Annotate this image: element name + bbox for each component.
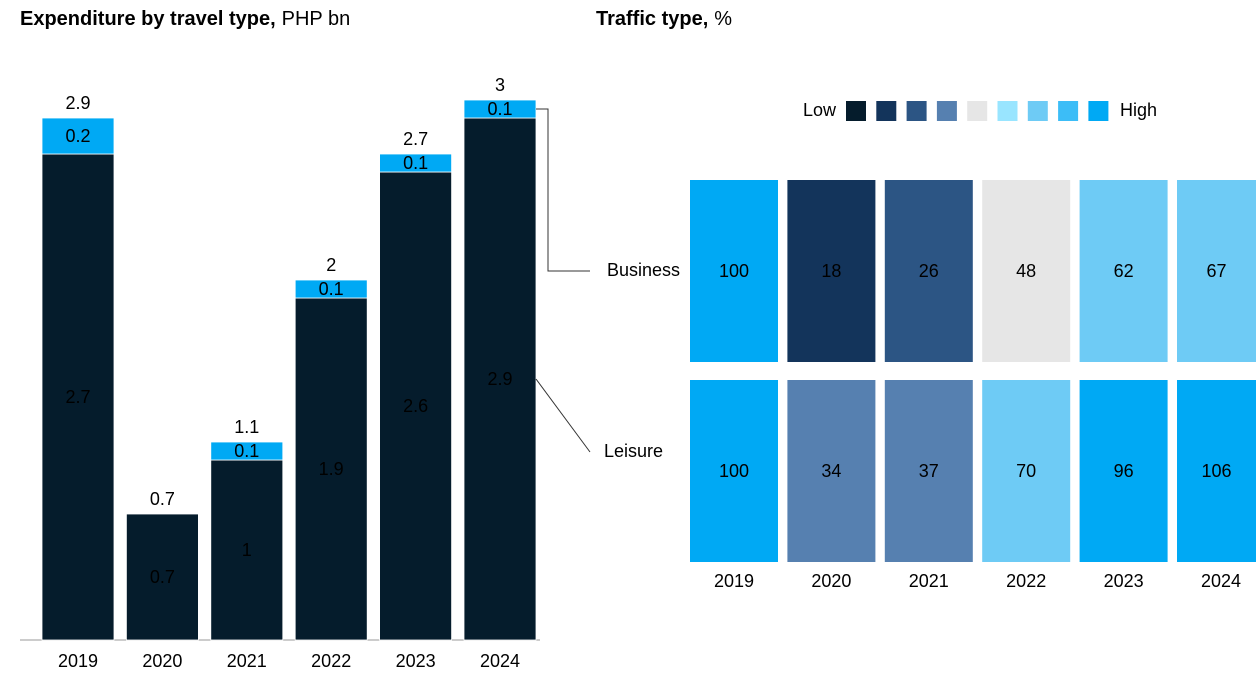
cell-label: 100 bbox=[719, 461, 749, 481]
heat-cell bbox=[982, 180, 1071, 362]
legend-swatch bbox=[846, 101, 866, 121]
heat-cell bbox=[690, 180, 778, 362]
bar-title: Expenditure by travel type, PHP bn bbox=[20, 8, 350, 30]
x-tick-label: 2023 bbox=[396, 651, 436, 671]
legend-swatch bbox=[1088, 101, 1109, 121]
cell-label: 70 bbox=[1016, 461, 1036, 481]
title-units: PHP bn bbox=[282, 8, 351, 30]
bar-segment bbox=[210, 459, 284, 641]
bar-segment bbox=[41, 153, 115, 641]
total-label: 2 bbox=[326, 255, 336, 275]
cell-label: 37 bbox=[919, 461, 939, 481]
cell-label: 48 bbox=[1016, 261, 1036, 281]
total-label: 0.7 bbox=[150, 489, 175, 509]
legend-swatch bbox=[967, 101, 988, 121]
title-units: % bbox=[714, 8, 732, 30]
data-label: 0.1 bbox=[319, 279, 344, 299]
heat-cell bbox=[1177, 180, 1256, 362]
cell-label: 18 bbox=[821, 261, 841, 281]
bar-segment bbox=[379, 153, 453, 173]
cell-label: 96 bbox=[1114, 461, 1134, 481]
x-tick-label: 2022 bbox=[311, 651, 351, 671]
data-label: 1.9 bbox=[319, 459, 344, 479]
heat-cell bbox=[690, 380, 778, 562]
x-tick-label: 2020 bbox=[142, 651, 182, 671]
bar-segment bbox=[294, 279, 368, 299]
cell-label: 100 bbox=[719, 261, 749, 281]
heat-cell bbox=[884, 380, 973, 562]
legend-swatch bbox=[936, 101, 957, 121]
x-tick-label: 2021 bbox=[909, 571, 949, 591]
legend-swatch bbox=[1058, 101, 1079, 121]
bar-segment bbox=[379, 171, 453, 641]
heat-cell bbox=[1079, 380, 1168, 562]
x-tick-label: 2019 bbox=[58, 651, 98, 671]
total-label: 2.7 bbox=[403, 129, 428, 149]
cell-label: 62 bbox=[1114, 261, 1134, 281]
data-label: 0.1 bbox=[487, 99, 512, 119]
heatmap-title: Traffic type,% bbox=[596, 8, 732, 30]
data-label: 0.1 bbox=[403, 153, 428, 173]
bar-segment bbox=[126, 513, 199, 641]
series-label: Business bbox=[607, 260, 680, 280]
legend-swatch bbox=[906, 101, 927, 121]
connector bbox=[535, 378, 591, 453]
data-label: 2.9 bbox=[487, 369, 512, 389]
connector bbox=[536, 108, 590, 272]
total-label: 2.9 bbox=[65, 93, 90, 113]
x-tick-label: 2024 bbox=[480, 651, 520, 671]
cell-label: 34 bbox=[821, 461, 841, 481]
bar-segment bbox=[463, 117, 537, 641]
data-label: 1 bbox=[242, 540, 252, 560]
legend-swatch bbox=[1027, 101, 1048, 121]
title-main: Expenditure by travel type, bbox=[20, 8, 276, 30]
heat-cell bbox=[982, 380, 1071, 562]
legend-swatch bbox=[876, 101, 897, 121]
heat-cell bbox=[1079, 180, 1168, 362]
bar-segment bbox=[294, 297, 368, 641]
legend-high: High bbox=[1120, 100, 1157, 120]
title-main: Traffic type, bbox=[596, 8, 708, 30]
cell-label: 26 bbox=[919, 261, 939, 281]
data-label: 0.7 bbox=[150, 567, 175, 587]
cell-label: 106 bbox=[1201, 461, 1231, 481]
x-tick-label: 2019 bbox=[714, 571, 754, 591]
x-tick-label: 2024 bbox=[1201, 571, 1241, 591]
total-label: 1.1 bbox=[234, 417, 259, 437]
heat-cell bbox=[884, 180, 973, 362]
data-label: 2.7 bbox=[65, 387, 90, 407]
heat-cell bbox=[787, 380, 876, 562]
total-label: 3 bbox=[495, 75, 505, 95]
legend-swatch bbox=[997, 101, 1018, 121]
bar-segment bbox=[210, 441, 284, 461]
series-label: Leisure bbox=[604, 441, 663, 461]
bar-segment bbox=[41, 117, 115, 155]
x-tick-label: 2021 bbox=[227, 651, 267, 671]
data-label: 0.1 bbox=[234, 441, 259, 461]
cell-label: 67 bbox=[1206, 261, 1226, 281]
x-tick-label: 2023 bbox=[1104, 571, 1144, 591]
heat-cell bbox=[787, 180, 876, 362]
data-label: 2.6 bbox=[403, 396, 428, 416]
x-tick-label: 2022 bbox=[1006, 571, 1046, 591]
heat-cell bbox=[1177, 380, 1256, 562]
data-label: 0.2 bbox=[65, 126, 90, 146]
x-tick-label: 2020 bbox=[811, 571, 851, 591]
legend-low: Low bbox=[803, 100, 837, 120]
